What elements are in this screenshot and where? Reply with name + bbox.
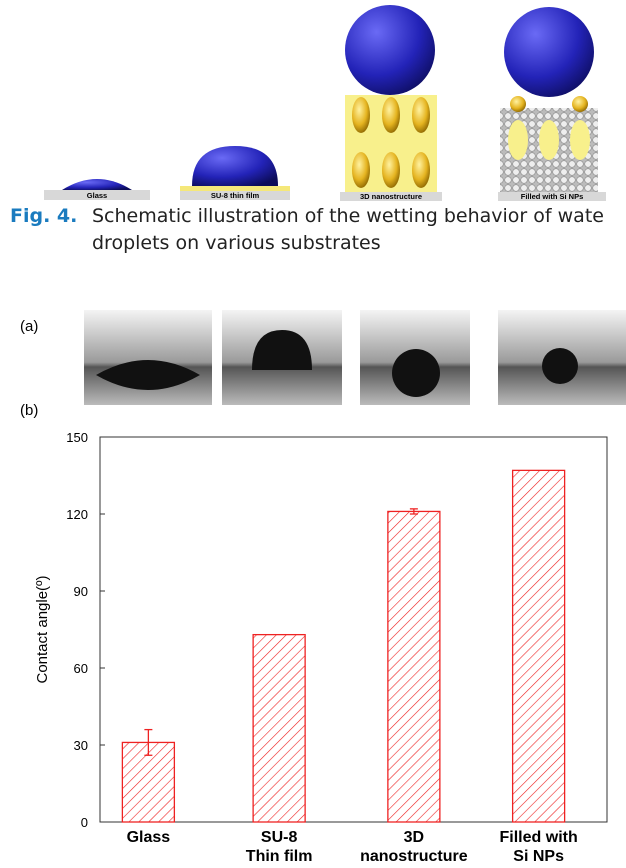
- x-tick-label: 3D nanostructure: [349, 828, 479, 866]
- bar: [253, 635, 305, 822]
- bar: [513, 470, 565, 822]
- photos: [84, 310, 626, 405]
- y-axis-label: Contact angle(º): [34, 575, 51, 683]
- y-tick-label: 90: [74, 584, 88, 599]
- bar: [388, 511, 440, 822]
- x-tick-label: Glass: [83, 828, 213, 847]
- y-tick-label: 150: [66, 430, 88, 445]
- x-tick-label: SU-8 Thin film: [214, 828, 344, 866]
- schematic-label: Glass: [87, 191, 107, 200]
- schematic-label: Filled with Si NPs: [521, 192, 584, 201]
- schematic: [44, 5, 606, 201]
- x-tick-label: Filled with Si NPs: [474, 828, 604, 866]
- y-tick-label: 120: [66, 507, 88, 522]
- y-tick-label: 30: [74, 738, 88, 753]
- caption-label: Fig. 4.: [10, 203, 77, 230]
- y-tick-label: 60: [74, 661, 88, 676]
- schematic-label: SU-8 thin film: [211, 191, 260, 200]
- page: Glass SU-8 thin film 3D nanostructure Fi…: [0, 0, 626, 868]
- figure: Glass SU-8 thin film 3D nanostructure Fi…: [0, 0, 626, 868]
- caption-text: Schematic illustration of the wetting be…: [92, 203, 626, 257]
- panel-label: (b): [20, 402, 38, 419]
- schematic-label: 3D nanostructure: [360, 192, 422, 201]
- panel-label: (a): [20, 318, 38, 335]
